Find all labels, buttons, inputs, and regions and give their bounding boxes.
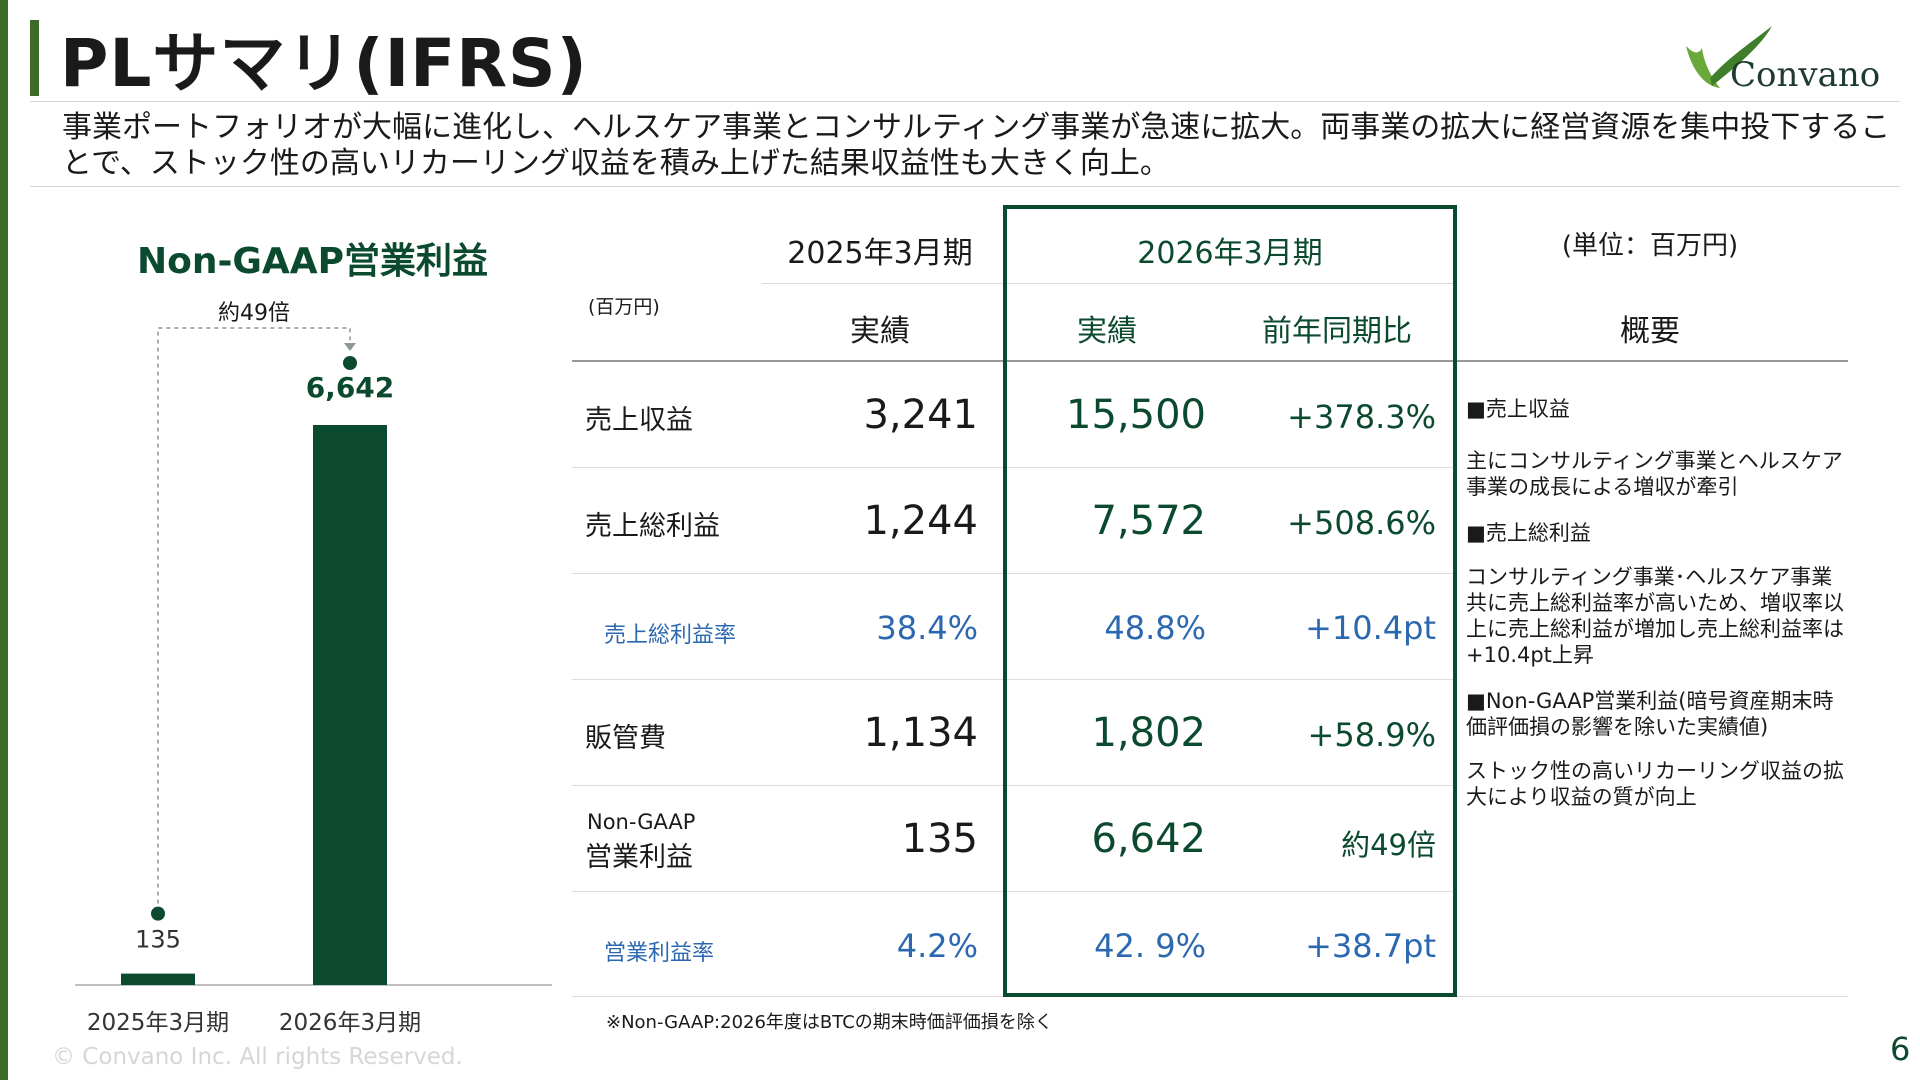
data-label: 6,642 bbox=[306, 371, 395, 404]
category-label: 2025年3月期 bbox=[87, 1010, 229, 1036]
overview-notes: ■売上収益 主にコンサルティング事業とヘルスケア事業の成長による増収が牽引 ■売… bbox=[1466, 396, 1846, 810]
bar bbox=[313, 425, 387, 985]
note-head: ■Non-GAAP営業利益(暗号資産期末時価評価損の影響を除いた実績値) bbox=[1466, 689, 1834, 739]
curr-value: 15,500 bbox=[1066, 392, 1206, 438]
data-label: 135 bbox=[135, 926, 181, 954]
unit-note: (単位：百万円) bbox=[1561, 231, 1739, 261]
growth-annotation-line bbox=[157, 327, 351, 904]
yoy-value: 約49倍 bbox=[1341, 828, 1436, 862]
header-rule bbox=[572, 360, 1848, 362]
operating-profit-bar-chart: 約49倍 135 2025年3月期 6,642 2026年3月期 bbox=[75, 301, 552, 1036]
prev-value: 135 bbox=[901, 816, 978, 862]
row-divider bbox=[572, 891, 1457, 892]
footnote: ※Non-GAAP:2026年度はBTCの期末時価評価損を除く bbox=[606, 1012, 1053, 1033]
note-head: ■売上総利益 bbox=[1466, 521, 1591, 545]
row-label: 売上総利益率 bbox=[604, 623, 737, 648]
prev-value: 1,134 bbox=[863, 710, 978, 756]
row-label: 売上総利益 bbox=[585, 511, 720, 542]
unit-label: (百万円) bbox=[588, 296, 660, 318]
prev-value: 4.2% bbox=[896, 927, 978, 965]
yoy-value: +508.6% bbox=[1287, 504, 1436, 542]
prev-value: 1,244 bbox=[863, 498, 978, 544]
prev-value: 3,241 bbox=[863, 392, 978, 438]
summary-divider bbox=[30, 186, 1900, 187]
category-label: 2026年3月期 bbox=[279, 1010, 421, 1036]
title-divider bbox=[30, 101, 1900, 102]
logo-text: Convano bbox=[1730, 55, 1881, 95]
curr-value: 48.8% bbox=[1104, 609, 1206, 647]
copyright: © Convano Inc. All rights Reserved. bbox=[52, 1044, 463, 1070]
prev-value: 38.4% bbox=[876, 609, 978, 647]
page-title: PLサマリ(IFRS) bbox=[60, 25, 588, 102]
col-actual-prev: 実績 bbox=[850, 314, 910, 349]
title-accent-bar bbox=[30, 20, 39, 96]
period-prev-header: 2025年3月期 bbox=[787, 236, 973, 271]
growth-annotation-arrow bbox=[344, 343, 356, 351]
summary-text: 事業ポートフォリオが大幅に進化し、ヘルスケア事業とコンサルティング事業が急速に拡… bbox=[62, 110, 1891, 181]
row-divider bbox=[572, 679, 1457, 680]
row-divider bbox=[572, 785, 1457, 786]
row-divider bbox=[572, 467, 1457, 468]
row-label: 営業利益率 bbox=[604, 941, 715, 966]
note-body: ストック性の高いリカーリング収益の拡大により収益の質が向上 bbox=[1466, 759, 1844, 809]
page-number: 6 bbox=[1890, 1030, 1911, 1068]
note-body: 主にコンサルティング事業とヘルスケア事業の成長による増収が牽引 bbox=[1466, 449, 1843, 499]
bar bbox=[121, 973, 195, 985]
note-head: ■売上収益 bbox=[1466, 397, 1570, 421]
row-label: 販管費 bbox=[585, 723, 666, 754]
row-label: 営業利益 bbox=[585, 842, 693, 873]
row-label-prefix: Non-GAAP bbox=[587, 810, 696, 834]
curr-value: 1,802 bbox=[1091, 710, 1206, 756]
current-period-highlight bbox=[1003, 205, 1457, 997]
yoy-value: +10.4pt bbox=[1305, 609, 1436, 647]
curr-value: 6,642 bbox=[1091, 816, 1206, 862]
curr-value: 7,572 bbox=[1091, 498, 1206, 544]
row-label: 売上収益 bbox=[585, 405, 693, 436]
value-marker bbox=[343, 356, 357, 370]
yoy-value: +378.3% bbox=[1287, 398, 1436, 436]
col-overview: 概要 bbox=[1620, 314, 1680, 349]
col-yoy: 前年同期比 bbox=[1262, 314, 1412, 349]
col-actual-curr: 実績 bbox=[1077, 314, 1137, 349]
growth-annotation-label: 約49倍 bbox=[218, 301, 290, 326]
yoy-value: +58.9% bbox=[1307, 716, 1436, 754]
curr-value: 42. 9% bbox=[1094, 927, 1206, 965]
note-body: コンサルティング事業･ヘルスケア事業共に売上総利益率が高いため、増収率以上に売上… bbox=[1466, 565, 1844, 667]
yoy-value: +38.7pt bbox=[1305, 927, 1436, 965]
period-curr-header: 2026年3月期 bbox=[1137, 236, 1323, 271]
chart-title: Non-GAAP営業利益 bbox=[136, 241, 489, 282]
left-edge-accent bbox=[0, 0, 8, 1080]
row-divider bbox=[572, 573, 1457, 574]
convano-logo-icon bbox=[1686, 26, 1772, 88]
period-header-divider bbox=[762, 283, 1457, 284]
value-marker bbox=[151, 906, 165, 921]
